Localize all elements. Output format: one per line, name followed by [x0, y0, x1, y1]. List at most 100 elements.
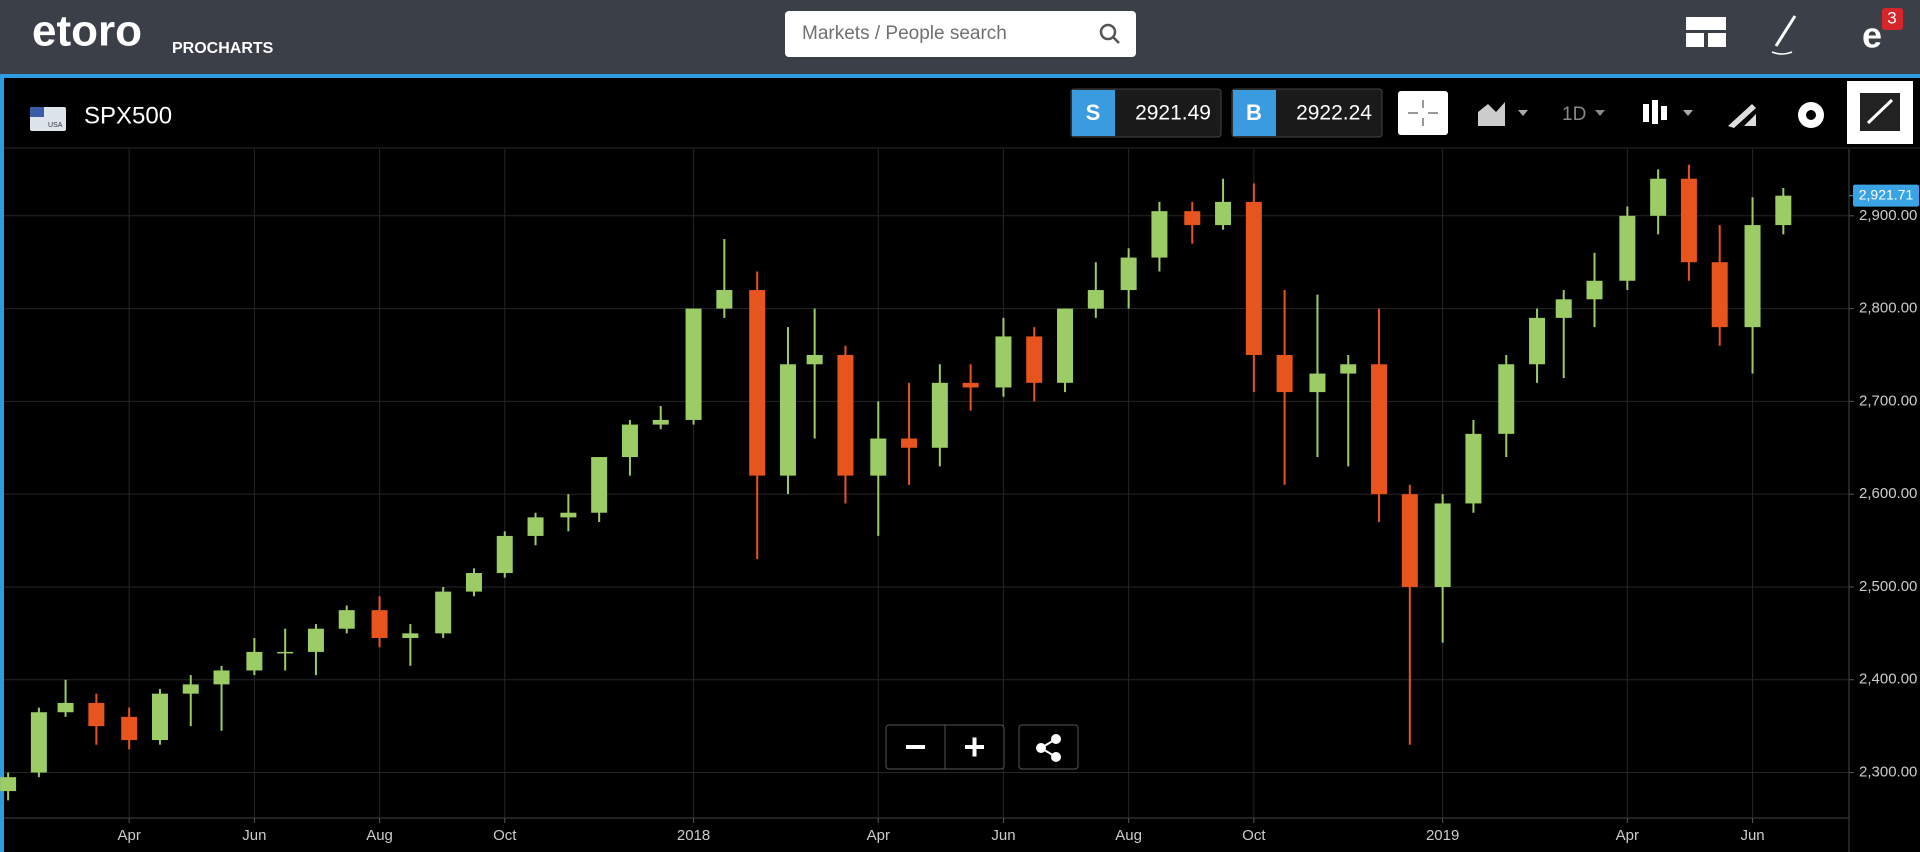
candle-body [1711, 262, 1728, 328]
candle-body [371, 610, 388, 638]
candle-body [57, 702, 74, 713]
candle-body [496, 535, 513, 574]
logo[interactable]: etoro [32, 7, 142, 56]
frame-left [0, 78, 4, 852]
candle-body [1465, 433, 1482, 504]
candle-body [1650, 178, 1667, 216]
x-tick-label: Apr [118, 827, 141, 844]
interval-dropdown[interactable] [1595, 110, 1605, 116]
flag-text: USA [48, 122, 63, 129]
x-tick-label: Apr [867, 827, 890, 844]
buy-tag [1233, 90, 1276, 136]
x-tick-label: Aug [1115, 827, 1142, 844]
search-box[interactable] [785, 11, 1136, 57]
y-tick-label: 2,700.00 [1859, 392, 1917, 409]
notification-count: 3 [1887, 8, 1896, 27]
zoom-out-button[interactable] [906, 745, 925, 749]
candle-body [901, 438, 918, 448]
candle-body [402, 633, 419, 638]
accent-line [0, 74, 1920, 78]
y-tick-label: 2,300.00 [1859, 764, 1917, 781]
compare-button[interactable] [1478, 102, 1505, 126]
candle-body [30, 712, 47, 773]
x-tick-label: Apr [1616, 827, 1639, 844]
candle-body [716, 290, 733, 309]
candle-body [465, 573, 482, 592]
candle-body [1276, 354, 1293, 393]
product-name: PROCHARTS [172, 40, 274, 57]
sell-label: S [1086, 100, 1101, 125]
candle-body [962, 382, 979, 388]
notification-badge [1882, 8, 1903, 30]
chart-type-button[interactable] [1643, 100, 1667, 124]
candle-body [88, 702, 105, 727]
compare-dropdown[interactable] [1518, 110, 1528, 116]
candle-body [1309, 373, 1326, 393]
y-tick-label: 2,900.00 [1859, 207, 1917, 224]
candle-body [995, 336, 1012, 388]
candle-body [1401, 494, 1418, 587]
x-tick-label: Oct [1242, 827, 1266, 844]
candle-body [1529, 317, 1546, 365]
candle-body [151, 693, 168, 741]
interval-button[interactable]: 1D [1562, 104, 1586, 125]
share-icon [1036, 734, 1061, 762]
candle-body [0, 777, 17, 792]
candle-body [1555, 299, 1572, 318]
candle-body [1619, 215, 1636, 281]
y-tick-label: 2,500.00 [1859, 578, 1917, 595]
crosshair-button[interactable] [1398, 91, 1448, 135]
candle-body [1245, 201, 1262, 355]
candle-body [1151, 211, 1168, 258]
settings-button[interactable] [1798, 102, 1824, 128]
sell-tag [1072, 90, 1115, 136]
candle-body [1184, 211, 1201, 226]
last-price-tag [1853, 184, 1919, 207]
candle-body [1775, 195, 1792, 226]
x-tick-label: Oct [493, 827, 517, 844]
buy-price: 2922.24 [1296, 102, 1372, 125]
x-tick-label: 2019 [1426, 827, 1459, 844]
candle-body [749, 290, 766, 476]
x-tick-label: Jun [1740, 827, 1764, 844]
edit-icon[interactable] [1771, 15, 1797, 55]
candle-body [870, 438, 887, 476]
candle-body [307, 628, 324, 652]
candle-body [1120, 257, 1137, 291]
buy-label: B [1246, 100, 1262, 125]
candle-body [277, 651, 294, 654]
plot: 2,300.00 2,400.00 2,500.00 2,600.00 2,700.00… [0, 149, 1917, 844]
user-avatar[interactable]: e [1862, 15, 1882, 56]
chart-type-dropdown [1683, 110, 1693, 116]
share-button[interactable] [1018, 724, 1079, 770]
candle-body [246, 651, 263, 671]
y-tick-label: 2,600.00 [1859, 485, 1917, 502]
layout-icon[interactable] [1686, 17, 1726, 47]
y-tick-label: 2,800.00 [1859, 300, 1917, 317]
candle-body [1586, 280, 1603, 300]
candle-body [182, 684, 199, 694]
candle-body [837, 354, 854, 476]
flag-canton [30, 107, 44, 117]
zoom-in-button[interactable] [965, 737, 984, 757]
candle-body [527, 517, 544, 536]
drawing-button[interactable] [1728, 104, 1756, 128]
x-tick-label: Jun [991, 827, 1015, 844]
candle-body [1087, 290, 1104, 309]
x-tick-label: 2018 [677, 827, 710, 844]
candle-body [806, 354, 823, 365]
candle-body [1215, 201, 1232, 226]
y-tick-label: 2,400.00 [1859, 671, 1917, 688]
sell-price: 2921.49 [1135, 102, 1211, 125]
candle-body [338, 610, 355, 629]
candle-body [591, 457, 608, 513]
candle-body [652, 419, 669, 425]
candle-body [121, 716, 138, 741]
candle-body [560, 512, 577, 518]
candle-body [213, 670, 230, 685]
search-icon[interactable] [1099, 23, 1120, 44]
instrument-name: SPX500 [84, 102, 172, 129]
candle-body [1744, 225, 1761, 328]
